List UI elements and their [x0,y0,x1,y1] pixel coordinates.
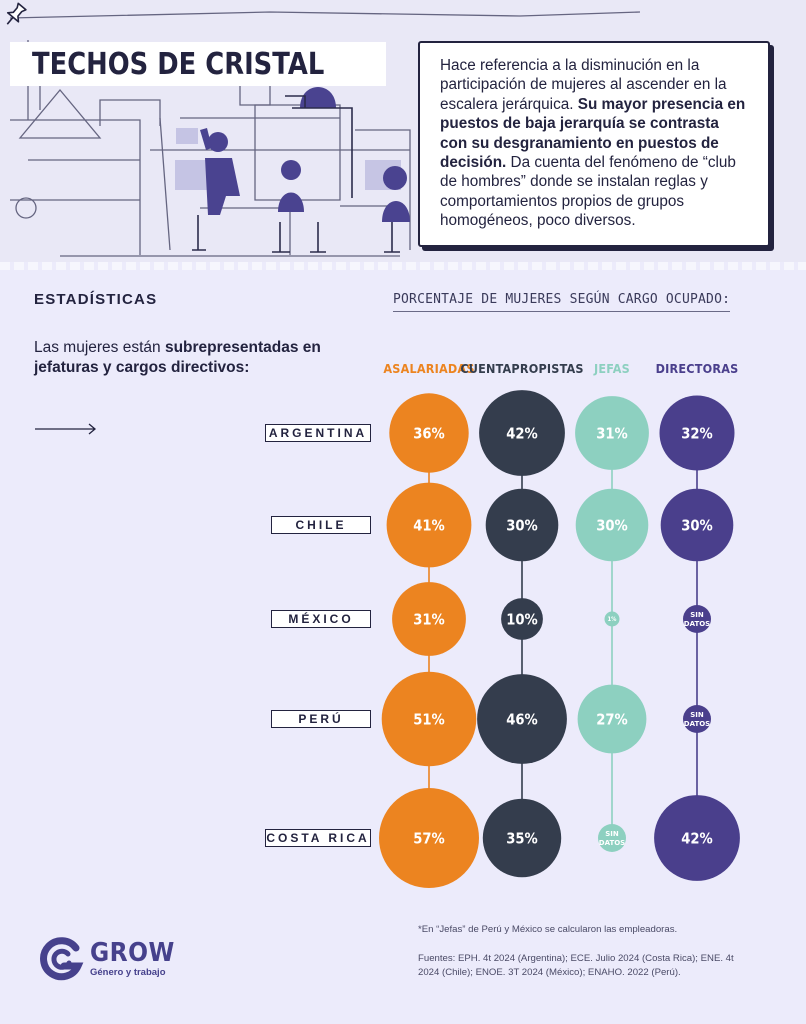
bubble-cuentapropistas-costa-rica [482,798,562,878]
bubble-label: 1% [608,617,617,623]
definition-text-part: Su mayor presencia en puestos de baja je… [440,95,746,172]
bubble-jefas-méxico [604,611,620,627]
stats-label: ESTADÍSTICAS [34,291,158,308]
bubble-label: 31% [413,612,445,629]
country-label-perú: PERÚ [271,710,371,728]
sources-note: Fuentes: EPH. 4t 2024 (Argentina); ECE. … [418,953,734,978]
stats-subtitle: Las mujeres están subrepresentadas en je… [34,338,334,378]
bubble-label: 46% [506,712,538,729]
bubble-label: 30% [506,518,538,535]
column-header-directoras: DIRECTORAS [655,361,739,376]
bubble-asalariadas-argentina [389,393,469,473]
bubble-label: 57% [413,831,445,848]
bubble-label-missing: SIN [605,830,619,838]
bubble-label: 51% [413,712,445,729]
subtitle-emphasis: subrepresentadas en jefaturas y cargos d… [34,339,321,376]
bubble-directoras-argentina [659,395,735,471]
country-label-argentina: ARGENTINA [265,424,371,442]
country-label-chile: CHILE [271,516,371,534]
bubble-label-missing: SIN [690,611,704,619]
bubble-asalariadas-méxico [392,582,466,656]
bubble-cuentapropistas-chile [485,488,559,562]
bubble-label: 32% [681,426,713,443]
logo-name: GROW [90,938,175,968]
bubble-label: 27% [596,712,628,729]
country-label-costa-rica: COSTA RICA [265,829,371,847]
grow-logo-icon [40,937,84,981]
bubble-jefas-perú [577,684,647,754]
title-box: TECHOS DE CRISTAL [10,42,386,86]
bubble-cuentapropistas-méxico [501,598,543,640]
bubble-label: 35% [506,831,538,848]
bubble-cuentapropistas-perú [477,674,567,764]
definition-text-part: Hace referencia a la disminución en la p… [440,57,727,113]
section-divider [0,262,806,270]
bubble-label: 42% [681,831,713,848]
definition-card: Hace referencia a la disminución en la p… [418,41,770,247]
country-label-méxico: MÉXICO [271,610,371,628]
bubble-directoras-perú [683,705,711,733]
footnote: *En “Jefas” de Perú y México se calcular… [418,924,678,935]
column-header-jefas: JEFAS [594,361,630,376]
bubble-cuentapropistas-argentina [479,390,565,476]
bubble-label: 41% [413,518,445,535]
bubble-asalariadas-perú [381,671,477,767]
bubble-label-missing: DATOS [684,720,710,728]
chart-title: PORCENTAJE DE MUJERES SEGÚN CARGO OCUPAD… [393,292,731,312]
bubble-directoras-chile [660,488,734,562]
definition-text-part: Da cuenta del fenómeno de “club de hombr… [440,154,736,230]
bubble-asalariadas-costa-rica [379,788,479,888]
logo-tagline: Género y trabajo [90,967,166,978]
bubble-label-missing: DATOS [599,839,625,847]
pushpin-icon [6,2,27,25]
bubble-directoras-costa-rica [654,795,740,881]
arrow-right-icon [35,423,97,435]
bubble-jefas-costa-rica [598,824,626,852]
bubble-label-missing: DATOS [684,620,710,628]
bubble-label: 42% [506,426,538,443]
bubble-label: 30% [681,518,713,535]
bubble-label: 30% [596,518,628,535]
bubble-jefas-chile [575,488,649,562]
page-title: TECHOS DE CRISTAL [32,46,325,82]
bubble-jefas-argentina [575,396,649,470]
column-header-cuentapropistas: CUENTAPROPISTAS [460,361,584,376]
bubble-directoras-méxico [683,605,711,633]
column-header-asalariadas: ASALARIADAS [383,361,475,376]
hero-illustration: TECHOS DE CRISTAL Hace referencia a la d… [0,0,806,262]
grow-logo: GROW Género y trabajo [38,936,184,982]
bubble-label: 31% [596,426,628,443]
bubble-label-missing: SIN [690,711,704,719]
bubble-label: 10% [506,612,538,629]
bubble-asalariadas-chile [386,482,472,568]
bubble-label: 36% [413,426,445,443]
subtitle-text: Las mujeres están [34,339,165,356]
office-scene-illustration [9,11,641,257]
